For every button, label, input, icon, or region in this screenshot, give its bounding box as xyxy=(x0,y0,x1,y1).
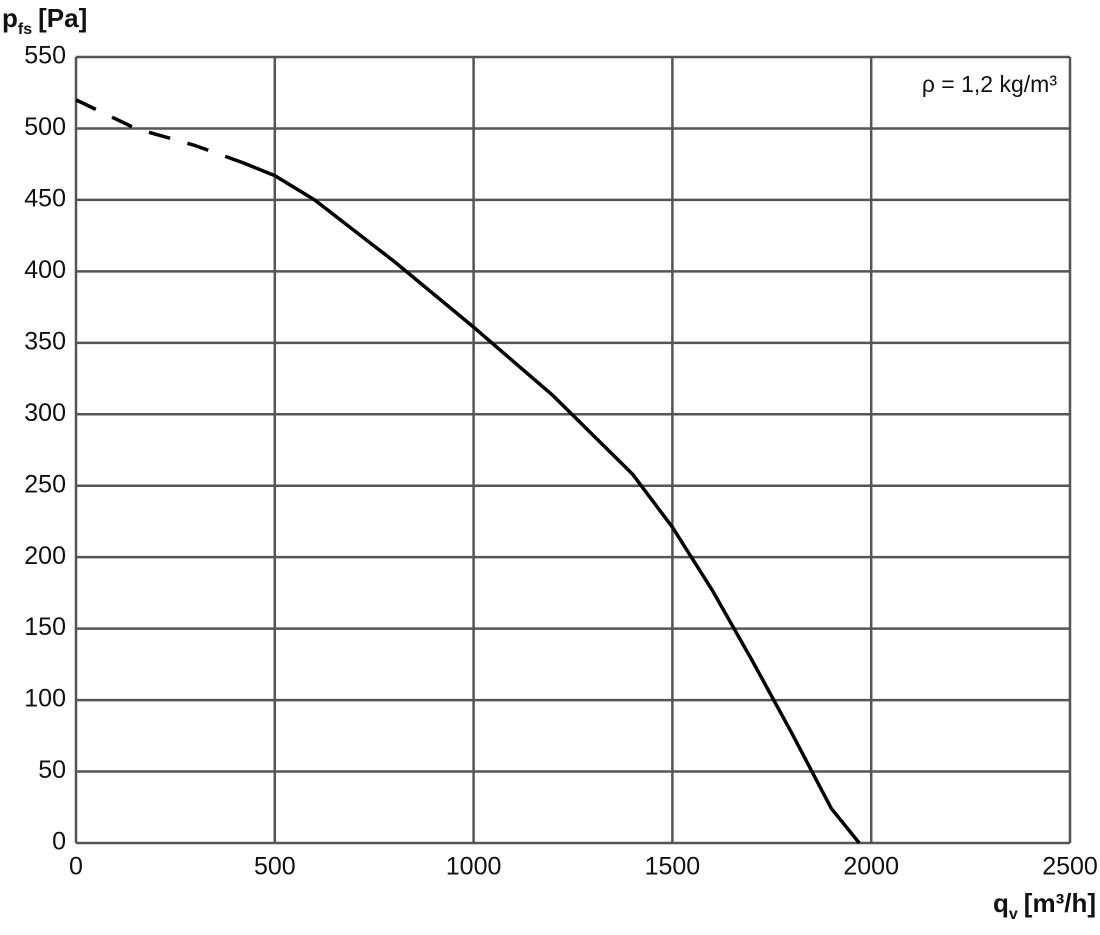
y-tick-label: 150 xyxy=(24,613,66,641)
y-label-symbol: p xyxy=(2,3,18,33)
x-axis-label: qv [m³/h] xyxy=(993,888,1096,923)
x-tick-label: 1500 xyxy=(645,853,701,881)
y-tick-label: 550 xyxy=(24,42,66,70)
x-tick-label: 0 xyxy=(69,853,83,881)
curve xyxy=(75,98,244,165)
y-tick-label: 400 xyxy=(24,256,66,284)
y-tick-label: 350 xyxy=(24,327,66,355)
x-tick-label: 2000 xyxy=(843,853,899,881)
x-tick-label: 2500 xyxy=(1042,853,1098,881)
curve xyxy=(242,161,861,845)
y-tick-label: 450 xyxy=(24,185,66,213)
y-axis-label: pfs [Pa] xyxy=(2,3,87,38)
annotation: ρ = 1,2 kg/m³ xyxy=(922,71,1057,97)
y-tick-label: 500 xyxy=(24,113,66,141)
y-tick-label: 200 xyxy=(24,542,66,570)
y-label-subscript: fs xyxy=(18,21,32,38)
x-label-symbol: q xyxy=(993,888,1009,918)
y-tick-label: 100 xyxy=(24,685,66,713)
y-tick-label: 50 xyxy=(38,756,66,784)
x-label-unit: [m³/h] xyxy=(1024,888,1096,918)
y-tick-label: 250 xyxy=(24,470,66,498)
x-label-subscript: v xyxy=(1009,906,1018,923)
x-tick-label: 1000 xyxy=(446,853,502,881)
x-tick-label: 500 xyxy=(254,853,296,881)
y-tick-label: 0 xyxy=(52,828,66,856)
y-tick-label: 300 xyxy=(24,399,66,427)
y-label-unit: [Pa] xyxy=(38,3,87,33)
